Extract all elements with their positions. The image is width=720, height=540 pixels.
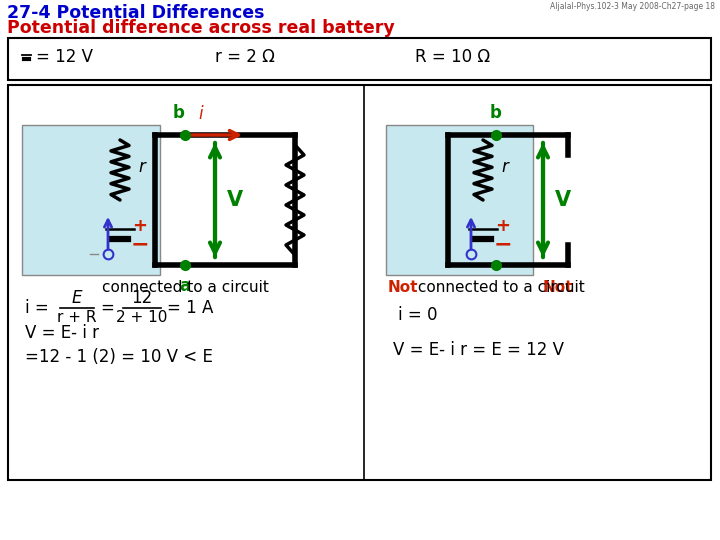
Bar	[22, 125, 160, 275]
Text: r: r	[138, 158, 145, 176]
Text: r = 2 Ω: r = 2 Ω	[215, 48, 275, 66]
Text: i = 0: i = 0	[398, 306, 438, 324]
Text: =12 - 1 (2) = 10 V < E: =12 - 1 (2) = 10 V < E	[25, 348, 213, 366]
Text: −: −	[131, 234, 149, 254]
Text: i: i	[199, 105, 203, 123]
Text: = 12 V: = 12 V	[36, 48, 93, 66]
Text: r: r	[501, 158, 508, 176]
Text: = 1 A: = 1 A	[167, 299, 213, 317]
Text: b: b	[490, 104, 502, 122]
Text: a: a	[179, 277, 191, 295]
Text: E: E	[72, 289, 82, 307]
Text: V = E- i r: V = E- i r	[25, 324, 99, 342]
Bar	[8, 38, 711, 80]
Text: −: −	[494, 234, 513, 254]
Text: connected to a circuit: connected to a circuit	[102, 280, 269, 295]
Text: V: V	[227, 190, 243, 210]
Text: r + R: r + R	[58, 310, 96, 326]
Text: i =: i =	[25, 299, 54, 317]
Text: =: =	[100, 299, 114, 317]
Text: +: +	[495, 217, 510, 235]
Text: 12: 12	[131, 289, 153, 307]
Text: V: V	[555, 190, 571, 210]
Text: 2 + 10: 2 + 10	[117, 310, 168, 326]
Text: connected to a circuit: connected to a circuit	[413, 280, 585, 295]
Text: Potential difference across real battery: Potential difference across real battery	[7, 19, 395, 37]
Text: Aljalal-Phys.102-3 May 2008-Ch27-page 18: Aljalal-Phys.102-3 May 2008-Ch27-page 18	[550, 2, 715, 11]
Text: Not: Not	[543, 280, 574, 295]
Text: 27-4 Potential Differences: 27-4 Potential Differences	[7, 4, 264, 22]
Bar	[8, 85, 711, 480]
Text: V = E- i r = E = 12 V: V = E- i r = E = 12 V	[393, 341, 564, 359]
Text: Not: Not	[388, 280, 418, 295]
Text: +: +	[132, 217, 148, 235]
Text: R = 10 Ω: R = 10 Ω	[415, 48, 490, 66]
Text: b: b	[173, 104, 185, 122]
Bar	[386, 125, 533, 275]
